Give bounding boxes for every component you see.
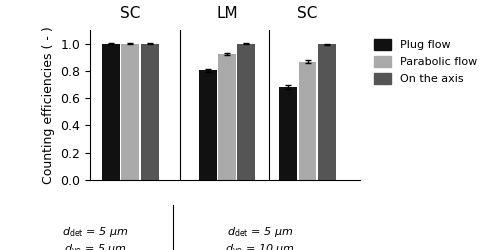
Legend: Plug flow, Parabolic flow, On the axis: Plug flow, Parabolic flow, On the axis — [371, 36, 480, 88]
Text: $d_{\mathrm{det}}$ = 5 μm: $d_{\mathrm{det}}$ = 5 μm — [227, 225, 293, 239]
Text: SC: SC — [120, 6, 141, 21]
Text: $d_{\mathrm{det}}$ = 5 μm: $d_{\mathrm{det}}$ = 5 μm — [62, 225, 128, 239]
Bar — [141, 44, 158, 180]
Text: $d_{\mathrm{ve}}$ = 10 μm: $d_{\mathrm{ve}}$ = 10 μm — [225, 242, 295, 250]
Text: LM: LM — [216, 6, 238, 21]
Bar — [298, 62, 316, 180]
Bar — [102, 44, 120, 180]
Bar — [280, 86, 297, 180]
Bar — [199, 70, 216, 180]
Text: SC: SC — [298, 6, 318, 21]
Bar — [122, 44, 139, 180]
Y-axis label: Counting efficiencies ( - ): Counting efficiencies ( - ) — [42, 26, 54, 184]
Bar — [238, 44, 255, 180]
Text: $d_{\mathrm{ve}}$ = 5 μm: $d_{\mathrm{ve}}$ = 5 μm — [64, 242, 126, 250]
Bar — [218, 54, 236, 180]
Bar — [318, 44, 336, 180]
